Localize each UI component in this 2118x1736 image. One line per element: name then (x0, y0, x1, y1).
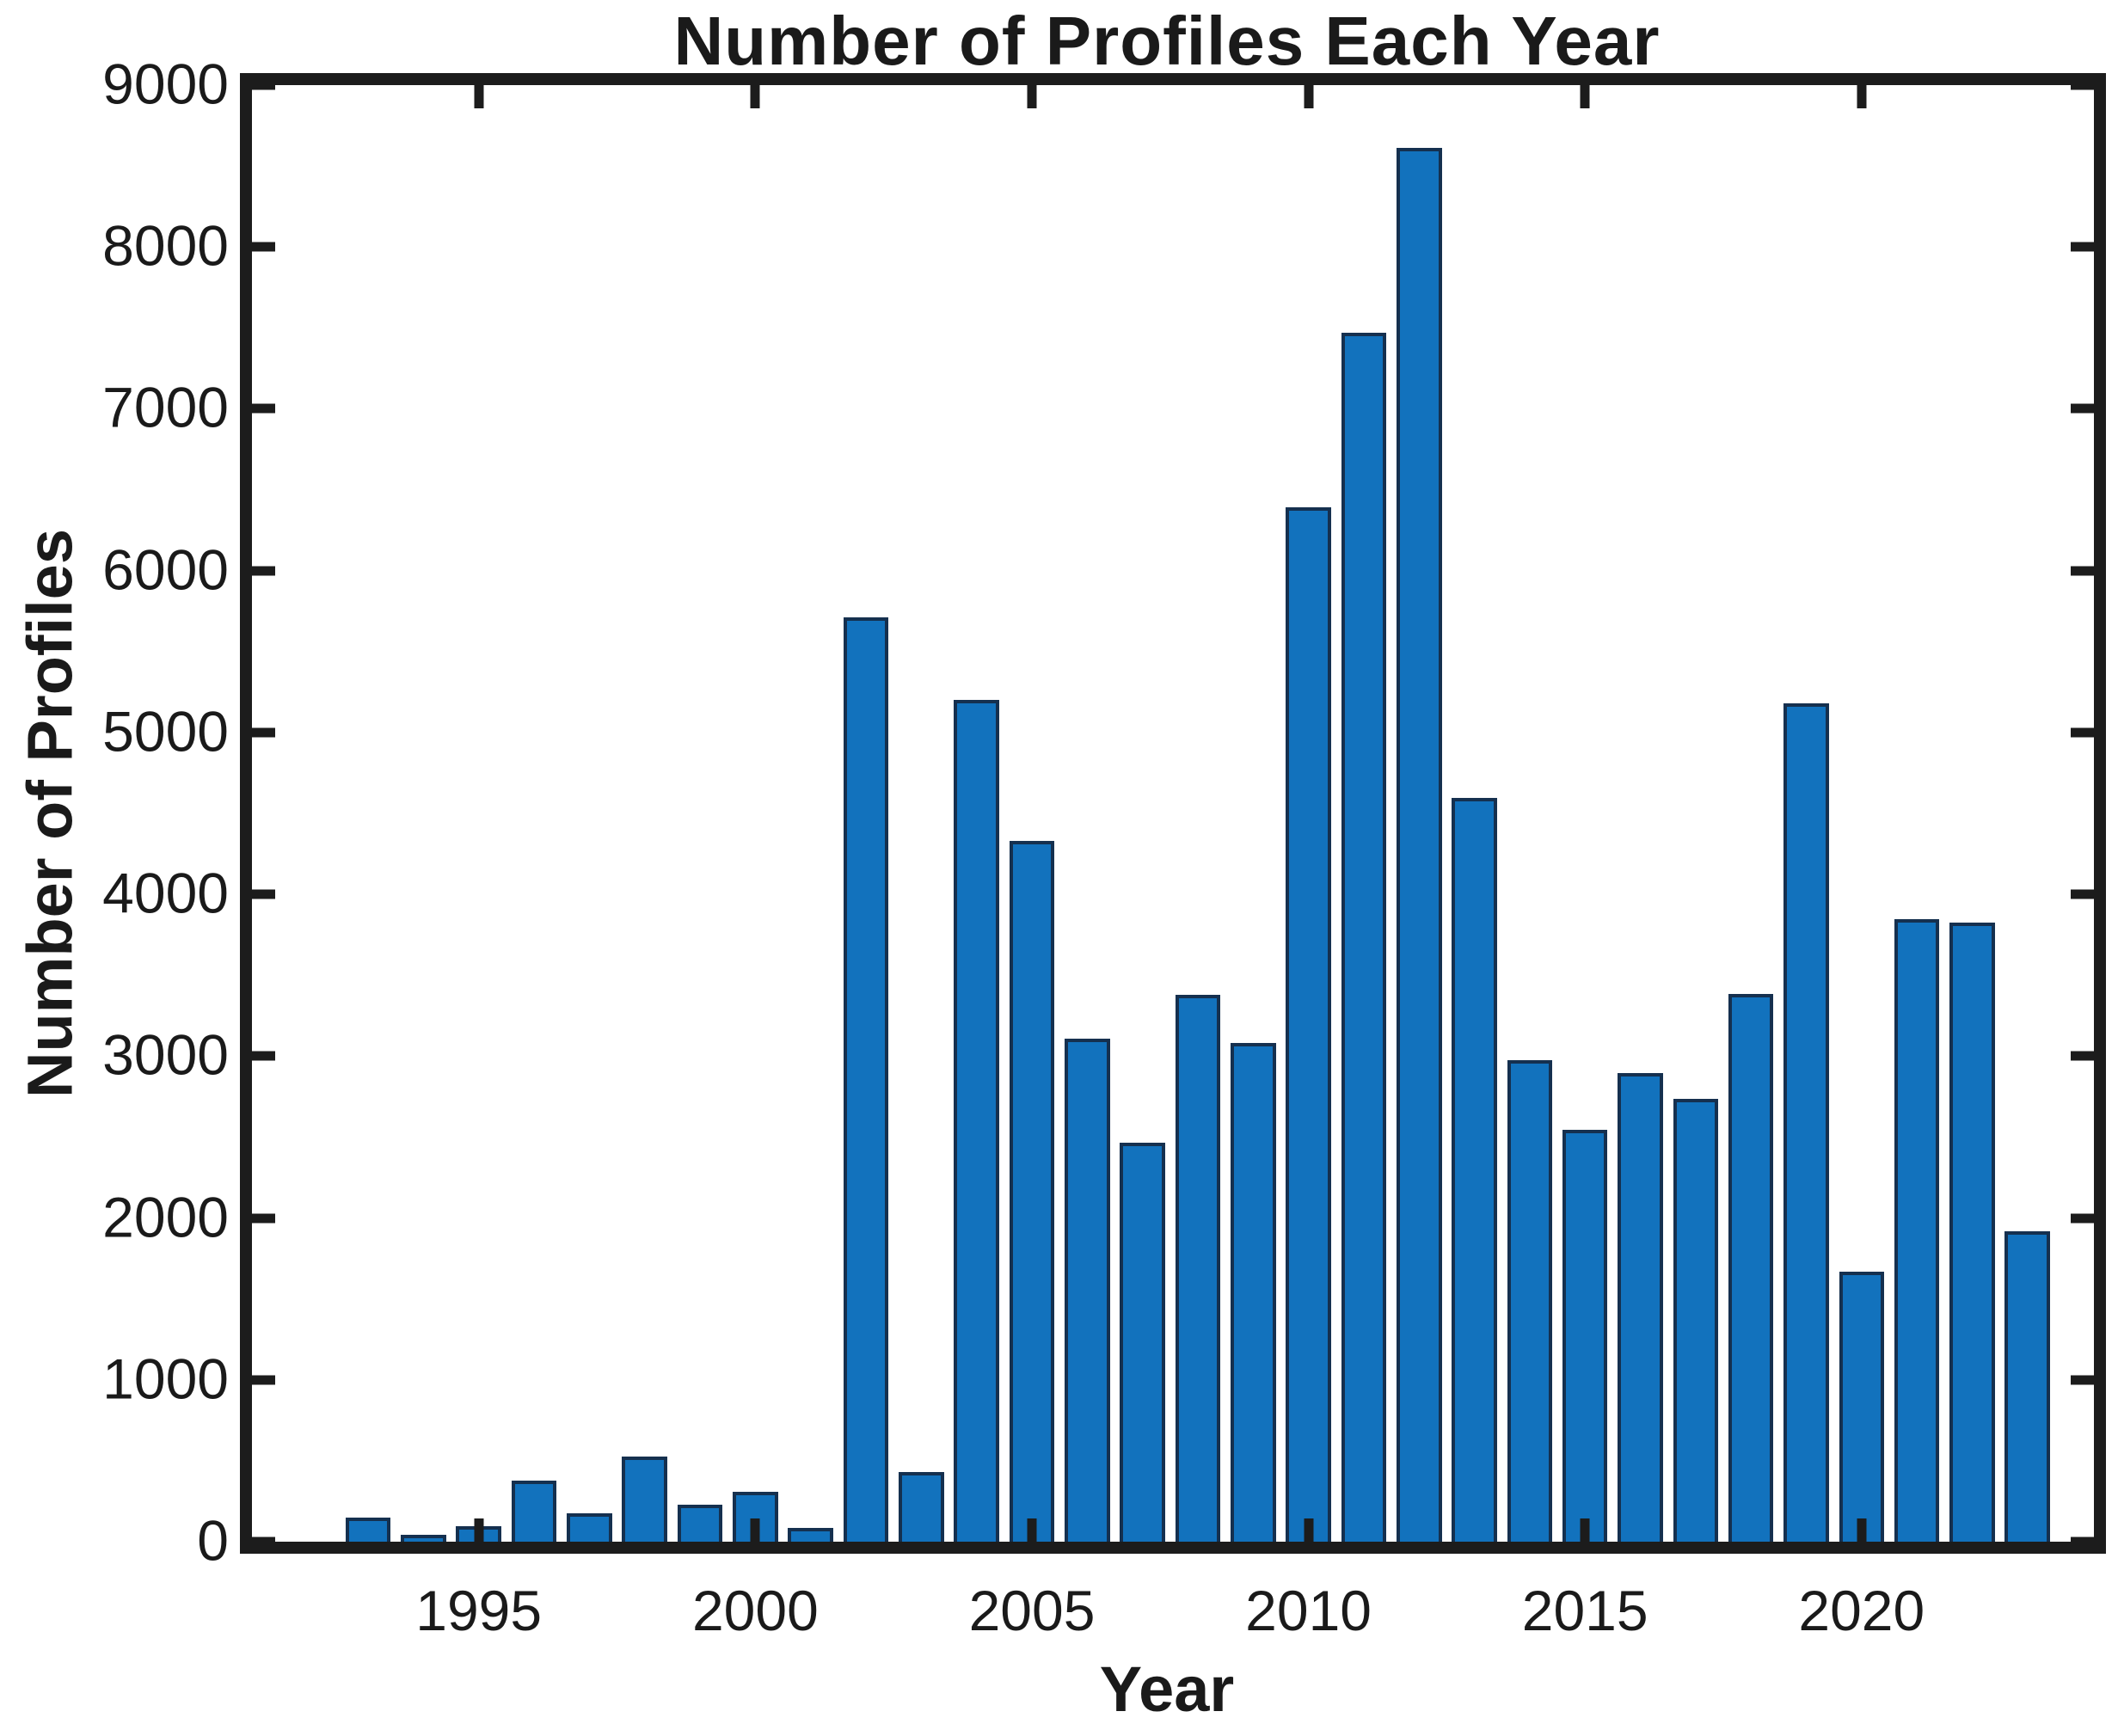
bar-1996 (511, 1480, 557, 1542)
bar-2009 (1230, 1043, 1276, 1542)
bar-2020 (1839, 1271, 1885, 1542)
x-tick-mark-2000 (750, 1518, 760, 1542)
x-tick-mark-2020 (1857, 85, 1867, 108)
x-tick-mark-2005 (1027, 1518, 1037, 1542)
y-tick-mark-1000 (252, 1375, 275, 1385)
x-tick-mark-2005 (1027, 85, 1037, 108)
x-tick-mark-2015 (1580, 1518, 1590, 1542)
bar-2012 (1396, 148, 1442, 1542)
bar-2022 (1949, 923, 1995, 1542)
bar-2004 (954, 700, 999, 1542)
bar-2006 (1064, 1038, 1110, 1542)
x-tick-mark-1995 (474, 1518, 484, 1542)
x-tick-mark-2015 (1580, 85, 1590, 108)
x-tick-label-2015: 2015 (1521, 1579, 1648, 1642)
y-tick-label-9000: 9000 (102, 52, 229, 116)
plot-area (240, 73, 2106, 1554)
y-tick-label-5000: 5000 (102, 699, 229, 764)
y-tick-mark-4000 (2071, 889, 2094, 899)
y-tick-mark-3000 (252, 1051, 275, 1061)
y-tick-mark-4000 (252, 889, 275, 899)
y-tick-label-2000: 2000 (102, 1185, 229, 1249)
x-tick-mark-2020 (1857, 1518, 1867, 1542)
x-tick-label-1995: 1995 (415, 1579, 543, 1642)
bar-2013 (1452, 798, 1497, 1542)
bar-2021 (1894, 919, 1940, 1542)
bar-2016 (1618, 1073, 1663, 1542)
y-tick-mark-5000 (252, 727, 275, 738)
y-tick-mark-7000 (252, 403, 275, 414)
y-axis-label: Number of Profiles (14, 529, 86, 1098)
bar-2005 (1009, 841, 1055, 1542)
y-tick-mark-6000 (2071, 566, 2094, 576)
x-axis-label: Year (1099, 1653, 1235, 1725)
y-tick-mark-8000 (252, 242, 275, 252)
bar-2018 (1728, 993, 1774, 1542)
bar-2015 (1562, 1130, 1608, 1542)
x-tick-mark-2000 (750, 85, 760, 108)
x-tick-mark-1995 (474, 85, 484, 108)
y-tick-mark-0 (252, 1537, 275, 1547)
y-tick-mark-9000 (2071, 80, 2094, 90)
y-tick-label-7000: 7000 (102, 375, 229, 439)
y-tick-mark-5000 (2071, 727, 2094, 738)
y-tick-label-1000: 1000 (102, 1346, 229, 1411)
bar-2019 (1783, 703, 1829, 1542)
bar-1993 (345, 1517, 391, 1542)
bar-2007 (1120, 1143, 1165, 1542)
y-tick-mark-2000 (2071, 1213, 2094, 1224)
bar-1998 (622, 1457, 667, 1542)
bar-2014 (1507, 1060, 1553, 1542)
bar-1999 (677, 1504, 723, 1542)
bar-1994 (401, 1534, 446, 1542)
bar-2003 (899, 1472, 944, 1542)
x-tick-mark-2010 (1304, 85, 1314, 108)
y-tick-label-8000: 8000 (102, 213, 229, 278)
y-tick-label-0: 0 (197, 1508, 229, 1573)
y-tick-label-6000: 6000 (102, 537, 229, 602)
bar-2010 (1286, 507, 1331, 1542)
bar-2017 (1673, 1099, 1719, 1542)
bar-2008 (1175, 994, 1221, 1542)
x-tick-mark-2010 (1304, 1518, 1314, 1542)
x-tick-label-2010: 2010 (1245, 1579, 1372, 1642)
y-tick-mark-7000 (2071, 403, 2094, 414)
bar-2011 (1341, 333, 1387, 1542)
y-tick-mark-8000 (2071, 242, 2094, 252)
y-tick-mark-0 (2071, 1537, 2094, 1547)
y-tick-mark-3000 (2071, 1051, 2094, 1061)
y-tick-mark-2000 (252, 1213, 275, 1224)
x-tick-label-2000: 2000 (691, 1579, 819, 1642)
y-tick-label-3000: 3000 (102, 1022, 229, 1087)
y-tick-label-4000: 4000 (102, 861, 229, 925)
chart-title: Number of Profiles Each Year (673, 3, 1661, 79)
x-tick-label-2005: 2005 (968, 1579, 1096, 1642)
bar-1997 (567, 1513, 612, 1542)
y-tick-mark-1000 (2071, 1375, 2094, 1385)
bar-2001 (788, 1528, 833, 1542)
y-tick-mark-9000 (252, 80, 275, 90)
bar-2002 (843, 617, 889, 1542)
y-tick-mark-6000 (252, 566, 275, 576)
bar-2023 (2004, 1230, 2051, 1542)
x-tick-label-2020: 2020 (1798, 1579, 1925, 1642)
